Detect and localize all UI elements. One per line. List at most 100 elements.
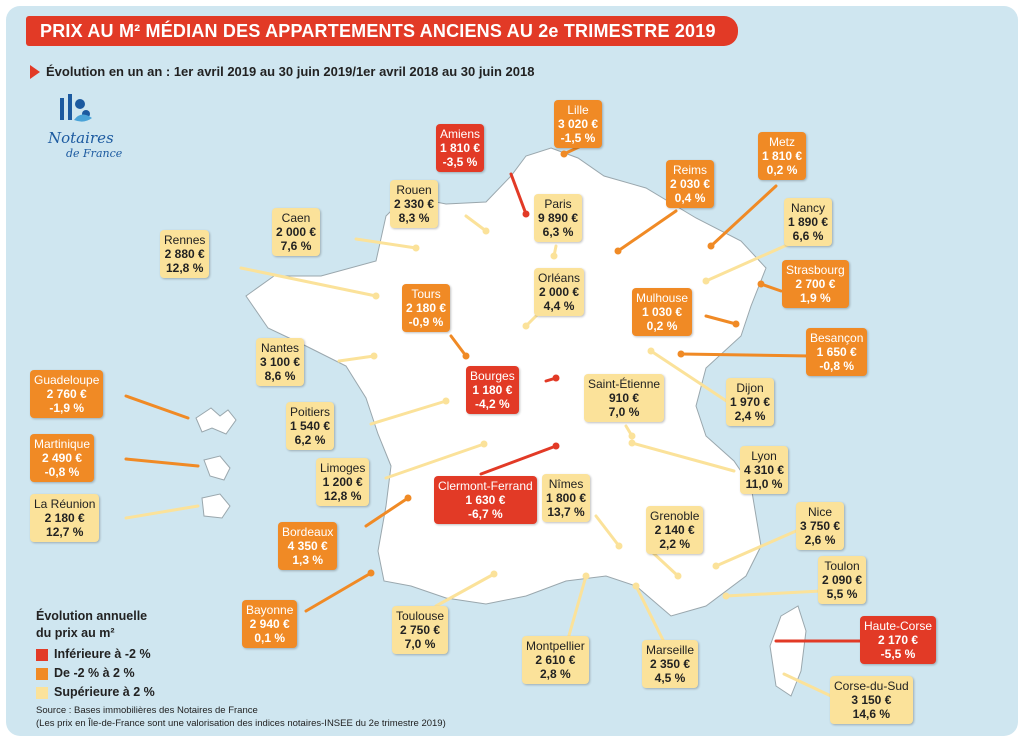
legend-label: Inférieure à -2 % [54,647,151,661]
city-price: 9 890 € [538,211,579,225]
city-name: Strasbourg [786,263,845,277]
city-label: Guadeloupe 2 760 € -1,9 % [30,370,104,418]
city-name: Amiens [440,127,481,141]
city-label: Nice 3 750 €2,6 % [796,502,845,550]
city-name: Bayonne [246,603,294,617]
city-price: 910 € [609,391,640,405]
city-price: 2 170 € [877,633,919,647]
city-label: Lille 3 020 € -1,5 % [554,100,603,148]
city-price: 1 890 € [788,215,829,229]
city-name: Bourges [470,369,515,383]
city-price: 2 750 € [400,623,441,637]
city-name: Reims [673,163,708,177]
city-label: Martinique 2 490 € -0,8 % [30,434,95,482]
city-price: 1 630 € [465,493,506,507]
city-price: 2 350 € [649,657,691,671]
subtitle: Évolution en un an : 1er avril 2019 au 3… [30,64,535,79]
city-label: Limoges 1 200 €12,8 % [316,458,370,506]
city-name: Grenoble [650,509,700,523]
city-label: Poitiers 1 540 €6,2 % [286,402,335,450]
city-price: 2 180 € [44,511,85,525]
city-change: 11,0 % [745,477,783,491]
city-price: 2 090 € [822,573,863,587]
city-price: 1 650 € [816,345,857,359]
city-name: Bordeaux [282,525,334,539]
city-name: Nîmes [548,477,584,491]
city-price: 3 750 € [800,519,841,533]
legend-label: Supérieure à 2 % [54,685,155,699]
city-price: 1 810 € [762,149,803,163]
city-name: Poitiers [290,405,331,419]
legend-label: De -2 % à 2 % [54,666,135,680]
city-label: Besançon 1 650 € -0,8 % [806,328,868,376]
city-change: -5,5 % [880,647,916,661]
city-price: 2 760 € [46,387,87,401]
city-price: 4 310 € [744,463,785,477]
city-name: Tours [411,287,441,301]
city-change: -0,8 % [819,359,855,373]
city-price: 2 880 € [164,247,205,261]
city-change: -3,5 % [442,155,478,169]
city-label: Paris 9 890 €6,3 % [534,194,583,242]
city-label: Caen 2 000 €7,6 % [272,208,321,256]
city-label: Tours 2 180 € -0,9 % [402,284,451,332]
city-label: Marseille 2 350 €4,5 % [642,640,699,688]
city-price: 3 150 € [851,693,892,707]
city-change: -1,9 % [49,401,85,415]
city-price: 1 810 € [440,141,481,155]
city-change: -4,2 % [475,397,510,411]
city-change: 1,9 % [800,291,831,305]
city-price: 1 970 € [730,395,771,409]
legend-swatch [36,668,48,680]
city-name: Montpellier [526,639,585,653]
city-change: 12,8 % [166,261,204,275]
city-name: Haute-Corse [864,619,933,633]
source-line-1: Source : Bases immobilières des Notaires… [36,705,258,716]
city-name: Metz [769,135,796,149]
city-change: 6,6 % [792,229,824,243]
city-label: Grenoble 2 140 €2,2 % [646,506,704,554]
city-price: 2 030 € [670,177,711,191]
legend-swatch [36,649,48,661]
city-name: Nancy [791,201,826,215]
city-name: Orléans [538,271,581,285]
city-label: Corse-du-Sud 3 150 €14,6 % [830,676,913,724]
city-change: 0,2 % [646,319,678,333]
city-label: Toulon 2 090 €5,5 % [818,556,867,604]
city-change: 2,4 % [734,409,766,423]
city-change: 0,1 % [254,631,286,645]
city-change: -0,8 % [44,465,80,479]
city-price: 2 940 € [249,617,290,631]
city-name: Saint-Étienne [588,377,661,391]
city-name: Toulouse [396,609,445,623]
city-price: 1 200 € [322,475,363,489]
city-name: Paris [544,197,572,211]
city-change: 7,0 % [404,637,436,651]
subtitle-text: Évolution en un an : 1er avril 2019 au 3… [46,64,535,79]
city-label: Bayonne 2 940 €0,1 % [242,600,298,648]
city-price: 2 700 € [795,277,836,291]
logo-sub: de France [66,147,123,160]
city-price: 2 000 € [276,225,317,239]
legend-title-2: du prix au m² [36,626,115,640]
city-change: 8,6 % [264,369,296,383]
city-price: 2 140 € [654,523,695,537]
city-label: Montpellier 2 610 €2,8 % [522,636,589,684]
city-price: 3 100 € [260,355,301,369]
city-label: Bordeaux 4 350 €1,3 % [278,522,338,570]
city-price: 3 020 € [558,117,599,131]
city-price: 2 000 € [538,285,580,299]
city-label: Saint-Étienne 910 €7,0 % [584,374,665,422]
city-change: 13,7 % [547,505,585,519]
source-line-2: (Les prix en Île-de-France sont une valo… [36,718,446,729]
city-change: 7,0 % [608,405,640,419]
city-name: Besançon [810,331,864,345]
city-name: Caen [281,211,311,225]
city-change: -6,7 % [468,507,503,521]
legend-title-1: Évolution annuelle [36,609,148,623]
city-label: La Réunion 2 180 €12,7 % [30,494,100,542]
city-label: Haute-Corse 2 170 € -5,5 % [860,616,937,664]
city-label: Dijon 1 970 €2,4 % [726,378,775,426]
city-price: 1 800 € [546,491,587,505]
city-name: Lille [567,103,589,117]
